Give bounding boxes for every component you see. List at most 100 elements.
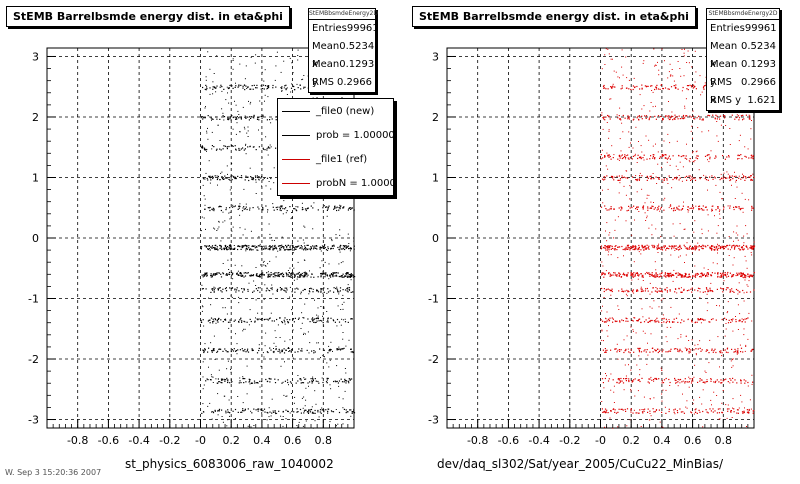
data-point [304, 378, 306, 380]
data-point [620, 380, 622, 382]
data-point [207, 248, 209, 251]
data-point [716, 379, 718, 381]
data-point [640, 145, 642, 147]
data-point [659, 273, 661, 275]
data-point [288, 384, 289, 386]
data-point [272, 248, 274, 250]
data-point [707, 189, 708, 191]
data-point [308, 293, 310, 295]
data-point [218, 272, 220, 274]
data-point [655, 105, 656, 107]
data-point [643, 60, 645, 62]
data-point [643, 246, 645, 248]
data-point [302, 276, 304, 278]
data-point [311, 382, 313, 384]
data-point [670, 74, 672, 76]
data-point [292, 273, 294, 275]
data-point [272, 276, 274, 278]
data-point [618, 192, 620, 194]
data-point [290, 87, 293, 89]
data-point [748, 409, 750, 412]
data-point [638, 318, 640, 320]
data-point [699, 378, 701, 380]
data-point [727, 322, 730, 324]
data-point [752, 155, 754, 157]
data-point [741, 321, 743, 323]
data-point [224, 318, 226, 320]
data-point [716, 232, 718, 234]
data-point [253, 115, 255, 117]
data-point [650, 85, 652, 87]
data-point [344, 246, 346, 248]
data-point [659, 290, 661, 292]
data-point [607, 168, 609, 170]
data-point [605, 249, 607, 251]
data-point [269, 381, 271, 383]
data-point [297, 288, 299, 290]
data-point [732, 407, 733, 409]
data-point [223, 395, 225, 397]
data-point [241, 245, 243, 247]
data-point [712, 408, 714, 410]
data-point [732, 178, 734, 180]
data-point [284, 287, 286, 289]
y-tick-label: -3 [28, 414, 39, 427]
data-point [614, 248, 616, 250]
data-point [653, 275, 655, 277]
data-point [732, 245, 734, 247]
data-point [733, 240, 734, 242]
data-point [606, 249, 608, 251]
data-point [260, 115, 262, 118]
data-point [601, 401, 603, 402]
data-point [679, 408, 681, 410]
data-point [209, 319, 211, 321]
data-point [314, 247, 316, 249]
data-point [339, 244, 342, 246]
data-point [613, 237, 615, 239]
data-point [675, 348, 677, 350]
data-point [623, 176, 625, 178]
data-point [207, 179, 209, 181]
data-point [634, 248, 636, 250]
data-point [608, 129, 610, 131]
data-point [729, 272, 731, 274]
data-point [719, 218, 721, 219]
data-point [725, 323, 727, 324]
data-point [709, 246, 711, 248]
data-point [750, 274, 752, 276]
data-point [738, 140, 740, 142]
data-point [741, 411, 744, 413]
data-point [610, 349, 612, 351]
data-point [227, 321, 230, 323]
data-point [602, 265, 604, 267]
data-point [214, 359, 216, 360]
data-point [678, 246, 680, 248]
data-point [296, 425, 298, 426]
data-point [628, 291, 630, 293]
data-point [728, 236, 730, 237]
data-point [735, 288, 738, 291]
data-point [748, 276, 750, 278]
data-point [686, 88, 688, 90]
right-stats-label: Mean y [710, 59, 738, 88]
data-point [686, 381, 688, 383]
data-point [249, 380, 251, 382]
data-point [262, 273, 264, 276]
data-point [275, 206, 277, 209]
data-point [729, 144, 731, 145]
data-point [738, 154, 741, 157]
data-point [243, 126, 245, 128]
data-point [214, 318, 216, 320]
data-point [289, 286, 291, 288]
data-point [723, 246, 725, 248]
data-point [689, 378, 691, 380]
data-point [277, 350, 279, 352]
data-point [303, 396, 305, 398]
data-point [664, 275, 666, 277]
data-point [753, 246, 755, 248]
data-point [670, 326, 672, 328]
data-point [654, 290, 656, 292]
data-point [738, 206, 740, 208]
data-point [269, 378, 271, 380]
data-point [258, 179, 260, 181]
